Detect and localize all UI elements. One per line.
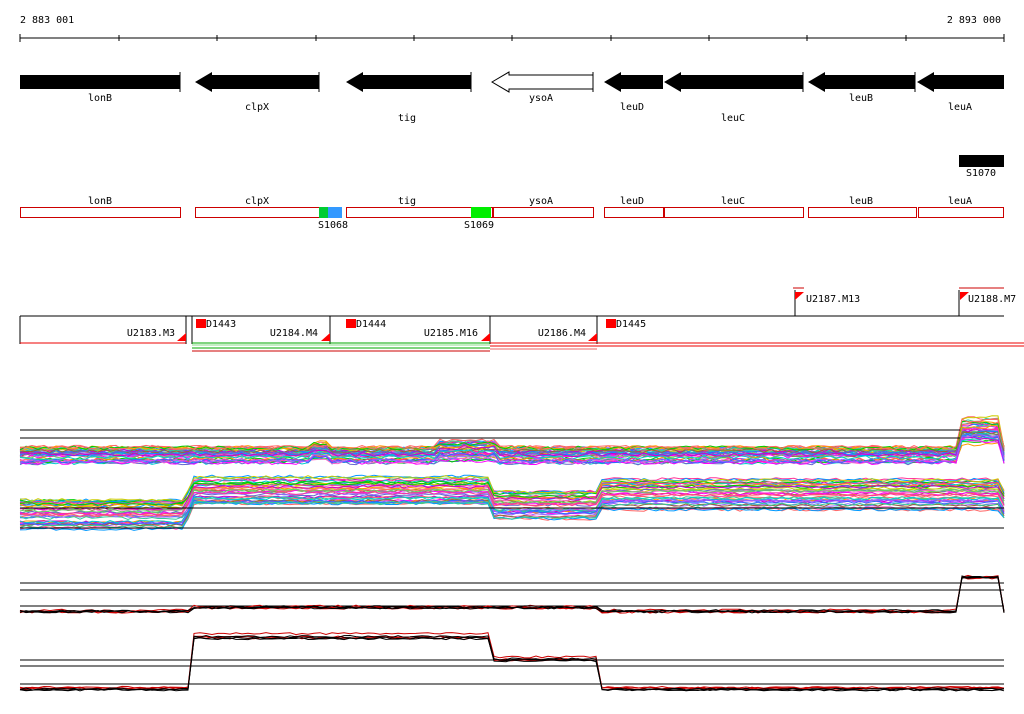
gene-leuD[interactable]: leuD: [604, 72, 663, 113]
promoter-label: D1445: [616, 319, 646, 330]
expression-track-multi-b: [19, 474, 1005, 532]
expression-track-summary-a: [19, 574, 1005, 614]
expression-track-multi-a: [19, 415, 1005, 466]
transcription-unit-label[interactable]: U2183.M3: [127, 328, 175, 339]
transcription-unit-label[interactable]: U2186.M4: [538, 328, 586, 339]
transcription-unit-track: U2183.M3 U2184.M4 U2185.M16 U2186.M4 U21…: [19, 287, 1024, 352]
site-s1069[interactable]: S1069: [464, 207, 494, 231]
annotation-label: leuD: [620, 196, 644, 207]
ruler-end-label: 2 893 000: [947, 15, 1001, 26]
promoter-d1444[interactable]: D1444: [346, 319, 386, 330]
promoter-d1443[interactable]: D1443: [196, 319, 236, 330]
gene-label: clpX: [245, 102, 269, 113]
gene-label: lonB: [88, 93, 112, 104]
annotation-label: clpX: [245, 196, 269, 207]
annotation-label: ysoA: [529, 196, 553, 207]
annotation-label: tig: [398, 196, 416, 207]
gene-track: lonB clpX tig ysoA leuD leuC: [20, 71, 1004, 124]
gene-label: tig: [398, 113, 416, 124]
site-s1068[interactable]: S1068: [318, 207, 348, 231]
transcription-unit-label[interactable]: U2184.M4: [270, 328, 318, 339]
gene-leuA[interactable]: leuA: [917, 72, 1004, 113]
annotation-label: leuA: [948, 196, 972, 207]
gene-label: leuC: [721, 113, 745, 124]
gene-clpX[interactable]: clpX: [195, 72, 320, 113]
transcription-unit-label[interactable]: U2187.M13: [806, 294, 860, 305]
gene-lonB[interactable]: lonB: [20, 72, 181, 104]
transcription-unit-label[interactable]: U2185.M16: [424, 328, 478, 339]
site-label: S1069: [464, 220, 494, 231]
transcript-lines: [20, 342, 1024, 352]
promoter-label: D1443: [206, 319, 236, 330]
gene-label: leuB: [849, 93, 873, 104]
segment-label: S1070: [966, 168, 996, 179]
site-label: S1068: [318, 220, 348, 231]
annotation-label: leuB: [849, 196, 873, 207]
gene-label: leuA: [948, 102, 972, 113]
coordinate-ruler: 2 883 001 2 893 000: [19, 15, 1005, 42]
transcription-unit-label[interactable]: U2188.M7: [968, 294, 1016, 305]
annotation-label: leuC: [721, 196, 745, 207]
segment-s1070[interactable]: S1070: [959, 155, 1004, 179]
promoter-d1445[interactable]: D1445: [606, 319, 646, 330]
gene-leuC[interactable]: leuC: [664, 72, 804, 124]
annotation-track: lonB clpX tig ysoA leuD leuC leuB leuA S…: [20, 196, 1004, 231]
ruler-start-label: 2 883 001: [20, 15, 74, 26]
annotation-label: lonB: [88, 196, 112, 207]
gene-label: ysoA: [529, 93, 553, 104]
promoter-label: D1444: [356, 319, 386, 330]
expression-track-summary-b: [19, 632, 1005, 692]
gene-tig[interactable]: tig: [346, 72, 472, 124]
gene-label: leuD: [620, 102, 644, 113]
gene-leuB[interactable]: leuB: [808, 72, 916, 104]
gene-ysoA[interactable]: ysoA: [491, 71, 594, 104]
